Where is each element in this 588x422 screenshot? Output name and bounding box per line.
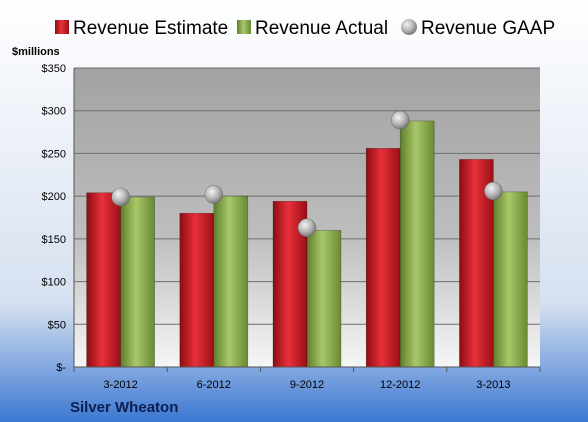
y-tick-label-250: $250: [42, 148, 66, 160]
legend-label-revenue-actual: Revenue Actual: [255, 18, 388, 39]
y-tick-label-0: $-: [56, 362, 66, 374]
bar-revenue-actual-6-2012: [213, 195, 249, 368]
bar-revenue-estimate-6-2012: [179, 212, 215, 368]
marker-revenue-gaap-9-2012: [297, 218, 317, 238]
legend-label-revenue-gaap: Revenue GAAP: [421, 18, 555, 39]
y-tick-label-50: $50: [48, 319, 66, 331]
legend-item-revenue-estimate: Revenue Estimate: [55, 18, 228, 39]
x-tick-label-3-2013: 3-2013: [476, 379, 510, 391]
y-tick-label-200: $200: [42, 191, 66, 203]
marker-revenue-gaap-12-2012: [390, 110, 410, 130]
markers: [111, 110, 503, 238]
bar-revenue-actual-3-2013: [493, 191, 528, 368]
marker-revenue-gaap-3-2012: [111, 187, 130, 207]
marker-revenue-gaap-3-2013: [484, 181, 503, 201]
y-tick-label-150: $150: [42, 234, 66, 246]
legend-item-revenue-gaap: Revenue GAAP: [401, 18, 555, 39]
legend-swatch-revenue-gaap: [401, 19, 417, 35]
y-tick-label-300: $300: [42, 106, 66, 118]
legend-item-revenue-actual: Revenue Actual: [237, 18, 388, 39]
x-tick-label-3-2012: 3-2012: [103, 379, 137, 391]
bar-revenue-estimate-12-2012: [365, 148, 401, 368]
bar-revenue-actual-3-2012: [120, 196, 155, 368]
bars: [86, 120, 528, 368]
marker-revenue-gaap-6-2012: [204, 185, 224, 204]
y-axis-unit-label: $millions: [12, 46, 60, 58]
legend: Revenue Estimate Revenue Actual Revenue …: [55, 18, 555, 39]
legend-swatch-revenue-estimate: [55, 20, 69, 34]
axes: $- $50 $100 $150 $200 $250 $300 $350 3-2012 6-201…: [42, 63, 541, 391]
x-tick-label-9-2012: 9-2012: [290, 379, 324, 391]
x-tick-label-6-2012: 6-2012: [197, 379, 231, 391]
y-tick-label-350: $350: [42, 63, 66, 75]
bar-revenue-estimate-3-2012: [86, 192, 121, 368]
company-name: Silver Wheaton: [70, 399, 178, 416]
legend-label-revenue-estimate: Revenue Estimate: [73, 18, 228, 39]
legend-swatch-revenue-actual: [237, 20, 251, 34]
x-tick-label-12-2012: 12-2012: [380, 379, 420, 391]
bar-revenue-actual-9-2012: [306, 230, 342, 368]
bar-revenue-actual-12-2012: [399, 120, 435, 368]
y-tick-label-100: $100: [42, 277, 66, 289]
